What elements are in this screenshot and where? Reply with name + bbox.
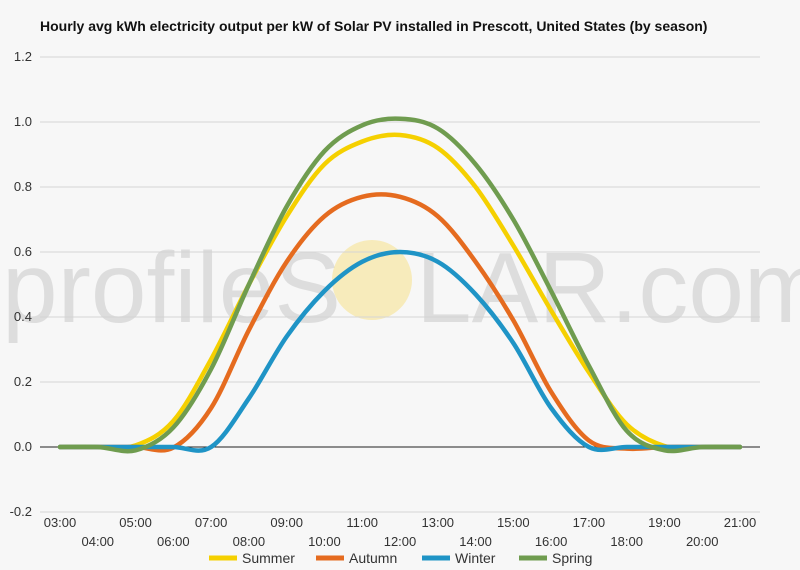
y-tick-label: 1.0 <box>14 114 32 129</box>
legend-label: Winter <box>455 550 496 566</box>
legend-label: Summer <box>242 550 295 566</box>
watermark-left: profileS <box>2 232 341 344</box>
x-tick-label: 04:00 <box>82 534 115 549</box>
y-tick-label: 1.2 <box>14 49 32 64</box>
y-tick-label: 0.0 <box>14 439 32 454</box>
x-tick-label: 15:00 <box>497 515 530 530</box>
legend-label: Autumn <box>349 550 397 566</box>
x-tick-label: 08:00 <box>233 534 266 549</box>
x-tick-label: 10:00 <box>308 534 341 549</box>
x-tick-label: 11:00 <box>346 515 378 530</box>
x-tick-label: 07:00 <box>195 515 228 530</box>
series-layer <box>57 116 743 454</box>
x-tick-label: 06:00 <box>157 534 190 549</box>
x-tick-label: 19:00 <box>648 515 681 530</box>
x-tick-label: 12:00 <box>384 534 417 549</box>
x-axis-ticks: 03:00 04:00 05:00 06:00 07:00 08:00 09:00 10:00… <box>44 515 757 549</box>
legend: Summer Autumn Winter Spring <box>209 550 592 566</box>
x-tick-label: 14:00 <box>459 534 492 549</box>
chart-title: Hourly avg kWh electricity output per kW… <box>40 18 708 34</box>
series-line-summer <box>57 132 743 451</box>
y-tick-label: -0.2 <box>10 504 32 519</box>
x-tick-label: 16:00 <box>535 534 568 549</box>
y-tick-label: 0.6 <box>14 244 32 259</box>
x-tick-label: 21:00 <box>724 515 757 530</box>
watermark-sun-icon <box>332 240 412 320</box>
series-line-spring <box>57 116 743 454</box>
x-tick-label: 13:00 <box>422 515 455 530</box>
x-tick-label: 05:00 <box>119 515 152 530</box>
x-tick-label: 17:00 <box>573 515 606 530</box>
series-line-winter <box>57 249 743 453</box>
y-axis-ticks: -0.2 0.0 0.2 0.4 0.6 0.8 1.0 1.2 <box>10 49 32 519</box>
y-tick-label: 0.2 <box>14 374 32 389</box>
x-tick-label: 18:00 <box>610 534 643 549</box>
legend-label: Spring <box>552 550 592 566</box>
y-tick-label: 0.8 <box>14 179 32 194</box>
x-tick-label: 09:00 <box>270 515 303 530</box>
watermark-right: LAR.com <box>416 232 800 344</box>
y-tick-label: 0.4 <box>14 309 32 324</box>
x-tick-label: 03:00 <box>44 515 77 530</box>
x-tick-label: 20:00 <box>686 534 719 549</box>
